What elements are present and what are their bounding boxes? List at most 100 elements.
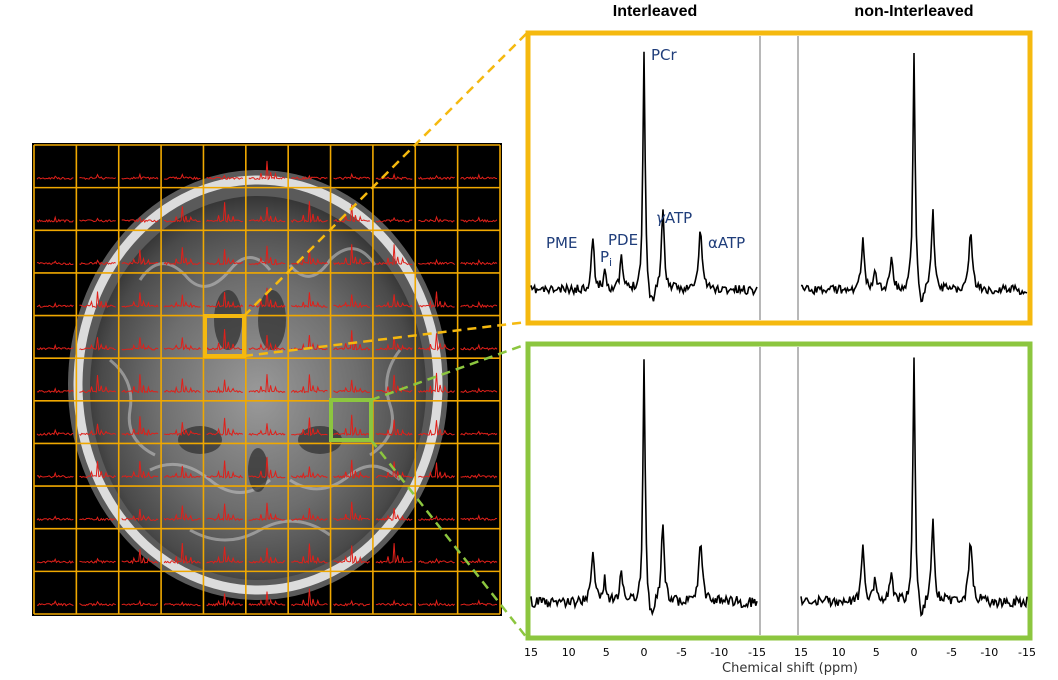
voxel-spectrum	[333, 204, 370, 223]
brain-tissue	[90, 196, 426, 580]
mri-panel	[32, 143, 502, 616]
voxel-spectrum	[36, 557, 74, 564]
peak-label-gamma-atp: γATP	[656, 209, 692, 227]
voxel-spectrum	[291, 417, 328, 437]
voxel-spectrum	[36, 428, 74, 436]
voxel-spectrum	[206, 546, 244, 564]
voxel-spectrum	[375, 294, 413, 308]
voxel-spectrum	[206, 249, 243, 266]
voxel-spectrum	[121, 599, 159, 607]
x-axis-ticks-left: 15 10 5 0 -5 -10 -15	[524, 646, 766, 659]
voxel-spectrum	[206, 460, 243, 479]
brain-gyri	[109, 247, 402, 542]
peak-label-pme: PME	[546, 234, 577, 252]
orange-zoom-box	[525, 30, 1033, 326]
voxel-spectrum	[37, 600, 74, 607]
voxel-spectrum	[375, 374, 413, 394]
voxel-spectrum	[333, 294, 370, 309]
voxel-spectrum	[163, 465, 201, 479]
spectrum-top-non-interleaved	[800, 52, 1028, 303]
voxel-spectrum	[417, 333, 455, 352]
voxel-spectrum	[375, 543, 413, 564]
voxel-spectrum	[79, 173, 116, 180]
voxel-spectrum	[291, 543, 328, 565]
voxel-spectrum	[121, 416, 159, 437]
voxel-spectrum	[248, 456, 286, 479]
voxel-spectrum	[248, 206, 286, 223]
voxel-spectrum	[206, 379, 243, 394]
x-axis-ticks-right: 15 10 5 0 -5 -10 -15	[794, 646, 1036, 659]
voxel-spectrum	[460, 599, 498, 607]
voxel-spectrum	[36, 387, 74, 394]
skull-bright-ring	[73, 175, 443, 595]
voxel-spectrum	[417, 372, 455, 394]
voxel-spectrum	[36, 471, 74, 479]
voxel-spectrum	[290, 292, 328, 309]
voxel-spectrum	[460, 300, 498, 309]
voxel-spectrum	[333, 330, 371, 351]
brain-dark-sulci	[178, 290, 342, 492]
voxel-spectrum	[460, 258, 498, 266]
x-tick-label: -15	[1018, 646, 1036, 659]
voxel-spectrum	[417, 598, 455, 607]
voxel-spectrum	[121, 460, 159, 479]
voxel-spectrum	[163, 247, 201, 266]
spectra-panel-bottom	[525, 341, 1033, 641]
voxel-spectrum	[79, 259, 116, 266]
voxel-spectrum	[460, 216, 498, 223]
voxel-spectrum	[121, 292, 159, 308]
voxel-spectrum	[460, 473, 498, 479]
voxel-spectrum	[375, 172, 413, 181]
voxel-spectrum	[290, 174, 328, 181]
spectrum-top-interleaved	[530, 51, 758, 302]
voxel-spectrum	[418, 557, 455, 565]
peak-labels: PCr PME Pi PDE γATP αATP	[546, 46, 745, 269]
voxel-spectrum	[79, 291, 116, 309]
voxel-spectrum	[290, 374, 328, 394]
header-interleaved: Interleaved	[613, 3, 697, 20]
green-connector-bottom	[370, 439, 528, 639]
voxel-spectrum	[121, 374, 159, 394]
voxel-spectrum	[418, 420, 455, 436]
x-tick-label: 15	[794, 646, 808, 659]
voxel-spectrum	[163, 601, 201, 607]
voxel-spectrum	[206, 174, 244, 180]
voxel-spectrum	[36, 515, 74, 522]
header-non-interleaved: non-Interleaved	[854, 3, 973, 20]
voxel-spectrum	[460, 430, 498, 436]
voxel-spectrum	[248, 502, 286, 522]
x-tick-label: 10	[562, 646, 576, 659]
voxel-spectrum	[164, 378, 201, 394]
voxel-spectrum	[164, 422, 201, 437]
voxel-spectrum	[460, 173, 497, 180]
voxel-spectrum	[121, 548, 159, 565]
peak-label-pcr: PCr	[651, 46, 678, 64]
voxel-spectrum	[79, 374, 117, 393]
voxel-spectrum	[460, 343, 498, 351]
voxel-spectrum	[164, 206, 201, 223]
x-tick-label: -5	[946, 646, 957, 659]
selected-voxel-green[interactable]	[329, 398, 373, 442]
voxel-spectrum	[460, 387, 498, 393]
x-tick-label: 15	[524, 646, 538, 659]
voxel-spectrum	[248, 245, 286, 266]
voxel-spectrum	[121, 172, 159, 181]
voxel-spectrum	[206, 328, 243, 351]
voxel-spectrum	[79, 423, 116, 436]
voxel-spectrum	[375, 216, 413, 223]
voxel-spectrum	[333, 459, 371, 480]
voxel-spectrum	[79, 600, 116, 607]
x-tick-label: 5	[603, 646, 610, 659]
voxel-spectrum	[248, 374, 286, 394]
voxel-spectrum	[206, 503, 243, 522]
voxel-spectrum	[248, 547, 286, 564]
spectrum-bottom-interleaved	[530, 359, 758, 617]
voxel-spectrum	[163, 337, 201, 351]
x-axis: 15 10 5 0 -5 -10 -15 15 10 5 0 -5 -10 -15 Chemical s…	[524, 646, 1036, 676]
x-tick-label: 10	[832, 646, 846, 659]
spectra-panel-top	[525, 30, 1033, 326]
selected-voxel-orange[interactable]	[203, 314, 246, 358]
voxel-spectrum	[418, 291, 455, 309]
voxel-spectrum	[248, 591, 286, 607]
